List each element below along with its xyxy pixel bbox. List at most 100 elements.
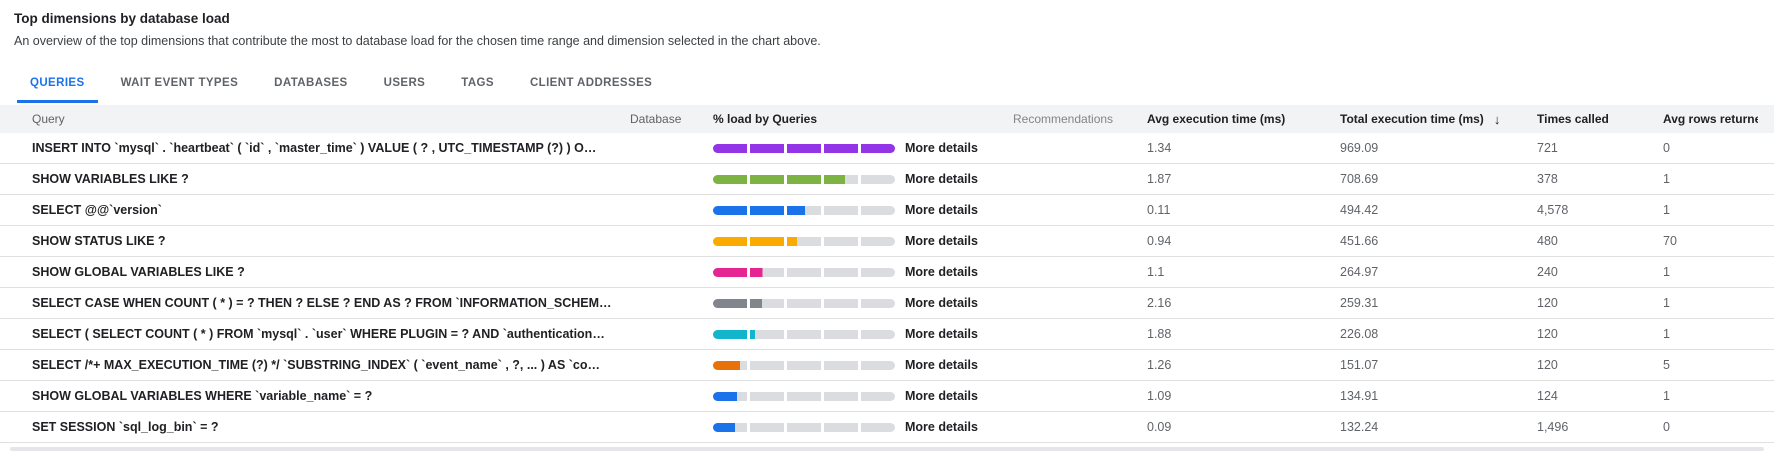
load-bar-segment [824, 143, 858, 153]
table-row: SHOW VARIABLES LIKE ? More details 1.87 708… [0, 164, 1774, 195]
sort-descending-icon[interactable]: ↓ [1493, 111, 1501, 127]
more-details-link[interactable]: More details [905, 358, 978, 372]
tab-queries[interactable]: QUERIES [17, 66, 98, 103]
table-row: SELECT CASE WHEN COUNT ( * ) = ? THEN ? … [0, 288, 1774, 319]
query-cell[interactable]: INSERT INTO `mysql` . `heartbeat` ( `id`… [32, 141, 597, 155]
load-bar-segment [787, 422, 821, 432]
more-details-link[interactable]: More details [905, 141, 978, 155]
avg-rows-returned-cell: 1 [1663, 172, 1670, 186]
avg-execution-time-cell: 0.11 [1147, 203, 1171, 217]
load-bar-segment [861, 174, 895, 184]
avg-execution-time-cell: 1.88 [1147, 327, 1172, 341]
query-cell[interactable]: SET SESSION `sql_log_bin` = ? [32, 420, 219, 434]
tab-wait-event-types[interactable]: WAIT EVENT TYPES [120, 77, 239, 89]
load-bar-segment [824, 174, 858, 184]
avg-execution-time-cell: 1.34 [1147, 141, 1172, 155]
total-execution-time-cell: 264.97 [1340, 265, 1379, 279]
load-bar-segment [824, 236, 858, 246]
total-execution-time-cell: 494.42 [1340, 203, 1379, 217]
load-bar-segment [824, 298, 858, 308]
more-details-link[interactable]: More details [905, 203, 978, 217]
load-bar [713, 267, 895, 277]
page-title: Top dimensions by database load [14, 11, 230, 26]
more-details-link[interactable]: More details [905, 420, 978, 434]
column-header-times-called[interactable]: Times called [1537, 112, 1609, 126]
horizontal-scrollbar[interactable] [10, 447, 1764, 451]
column-header-avg-rows-returned[interactable]: Avg rows returned [1663, 112, 1758, 126]
load-bar-segment [750, 174, 784, 184]
total-execution-time-cell: 259.31 [1340, 296, 1379, 310]
query-cell[interactable]: SHOW VARIABLES LIKE ? [32, 172, 189, 186]
load-cell: More details [713, 172, 1013, 186]
tab-tags[interactable]: TAGS [461, 77, 494, 89]
table-row: SHOW GLOBAL VARIABLES WHERE `variable_na… [0, 381, 1774, 412]
load-bar-segment [713, 143, 747, 153]
load-bar-segment [824, 329, 858, 339]
load-bar [713, 174, 895, 184]
load-bar-segment [750, 143, 784, 153]
query-cell[interactable]: SELECT ( SELECT COUNT ( * ) FROM `mysql`… [32, 327, 605, 341]
table-row: SHOW STATUS LIKE ? More details 0.94 451.66… [0, 226, 1774, 257]
more-details-link[interactable]: More details [905, 296, 978, 310]
load-cell: More details [713, 265, 1013, 279]
load-bar [713, 391, 895, 401]
column-header-recommendations: Recommendations [1013, 112, 1114, 126]
column-header-query: Query [32, 112, 65, 126]
load-bar-segment [787, 298, 821, 308]
tab-client-addresses[interactable]: CLIENT ADDRESSES [529, 77, 653, 89]
load-cell: More details [713, 358, 1013, 372]
more-details-link[interactable]: More details [905, 234, 978, 248]
load-bar-segment [750, 391, 784, 401]
load-bar-segment [750, 267, 784, 277]
query-cell[interactable]: SELECT /*+ MAX_EXECUTION_TIME (?) */ `SU… [32, 358, 601, 372]
load-bar-segment [861, 422, 895, 432]
avg-rows-returned-cell: 1 [1663, 265, 1670, 279]
load-bar [713, 205, 895, 215]
load-bar-segment [824, 205, 858, 215]
load-bar-segment [713, 298, 747, 308]
query-cell[interactable]: SELECT @@`version` [32, 203, 162, 217]
more-details-link[interactable]: More details [905, 389, 978, 403]
query-cell[interactable]: SHOW STATUS LIKE ? [32, 234, 166, 248]
load-bar-segment [750, 329, 784, 339]
load-bar-segment [824, 422, 858, 432]
times-called-cell: 240 [1537, 265, 1558, 279]
load-bar [713, 236, 895, 246]
times-called-cell: 378 [1537, 172, 1558, 186]
load-bar [713, 422, 895, 432]
column-header-load-by-queries[interactable]: % load by Queries [713, 112, 818, 126]
load-bar-segment [787, 174, 821, 184]
load-bar [713, 143, 895, 153]
load-bar-segment [787, 360, 821, 370]
more-details-link[interactable]: More details [905, 172, 978, 186]
load-bar-segment [787, 391, 821, 401]
load-bar-segment [750, 205, 784, 215]
top-dimensions-table: Query Database % load by Queries Recomme… [0, 105, 1774, 443]
load-bar-segment [824, 360, 858, 370]
avg-execution-time-cell: 1.26 [1147, 358, 1172, 372]
query-cell[interactable]: SHOW GLOBAL VARIABLES WHERE `variable_na… [32, 389, 373, 403]
tab-databases[interactable]: DATABASES [274, 77, 348, 89]
more-details-link[interactable]: More details [905, 327, 978, 341]
load-cell: More details [713, 420, 1013, 434]
load-bar-segment [861, 329, 895, 339]
times-called-cell: 120 [1537, 327, 1558, 341]
load-bar-segment [861, 298, 895, 308]
column-header-total-execution-time[interactable]: Total execution time (ms) ↓ [1340, 112, 1537, 127]
load-bar-segment [713, 360, 747, 370]
query-cell[interactable]: SHOW GLOBAL VARIABLES LIKE ? [32, 265, 245, 279]
query-cell[interactable]: SELECT CASE WHEN COUNT ( * ) = ? THEN ? … [32, 296, 612, 310]
times-called-cell: 124 [1537, 389, 1558, 403]
total-execution-time-cell: 226.08 [1340, 327, 1379, 341]
total-execution-time-cell: 132.24 [1340, 420, 1379, 434]
more-details-link[interactable]: More details [905, 265, 978, 279]
load-bar-segment [861, 267, 895, 277]
load-bar-segment [824, 267, 858, 277]
table-row: INSERT INTO `mysql` . `heartbeat` ( `id`… [0, 133, 1774, 164]
total-execution-time-cell: 451.66 [1340, 234, 1379, 248]
load-bar-segment [713, 391, 747, 401]
tab-users[interactable]: USERS [383, 77, 426, 89]
column-header-avg-execution-time[interactable]: Avg execution time (ms) [1147, 112, 1286, 126]
load-bar-segment [713, 329, 747, 339]
load-bar [713, 298, 895, 308]
